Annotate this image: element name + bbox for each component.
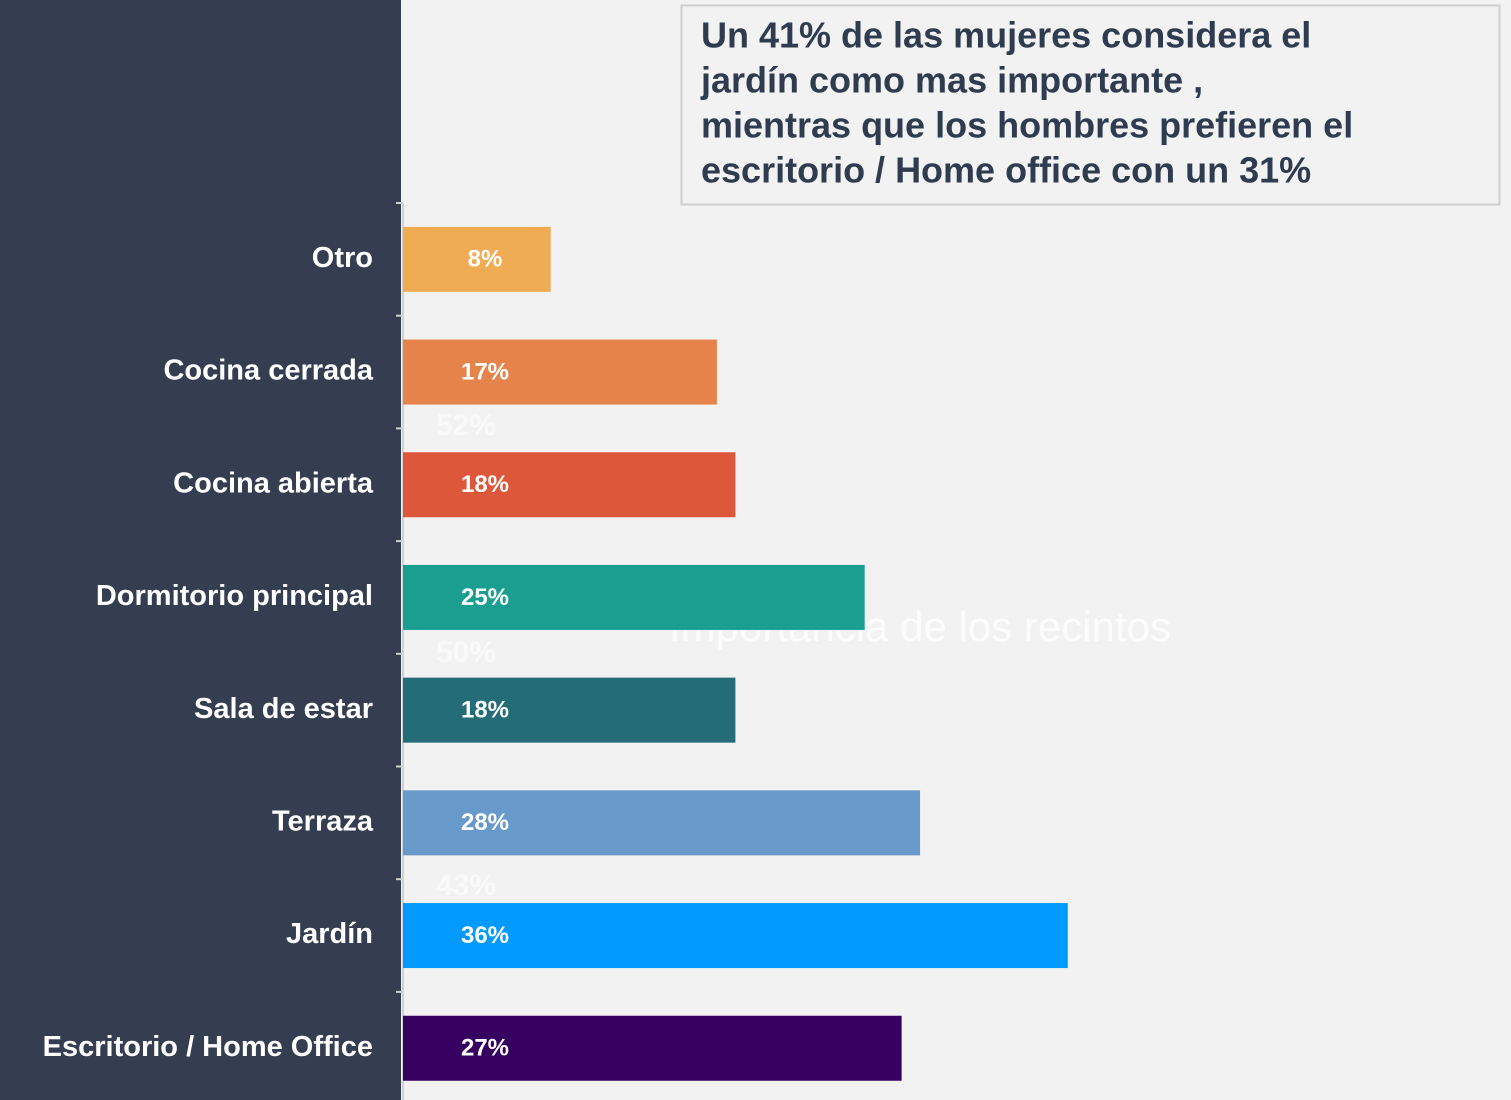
headline-line: jardín como mas importante , [700,60,1203,101]
bar [403,452,736,518]
headline-line: Un 41% de las mujeres considera el [701,15,1311,56]
category-label: Escritorio / Home Office [43,1031,373,1063]
value-label: 25% [461,584,509,611]
annotation: 50% [436,636,496,669]
headline-line: mientras que los hombres prefieren el [701,105,1353,146]
category-label: Sala de estar [194,693,373,725]
annotation: 43% [436,869,496,902]
value-label: 8% [468,246,503,273]
value-label: 17% [461,358,509,385]
bar [403,677,736,743]
category-label: Cocina cerrada [163,355,373,387]
annotation: 52% [436,409,496,442]
side-panel [0,0,401,1100]
bar [403,1015,902,1081]
category-label: Dormitorio principal [96,580,373,612]
bar [403,564,865,630]
value-label: 18% [461,696,509,723]
bar [403,790,921,856]
bar [403,903,1068,969]
value-label: 28% [461,809,509,836]
category-label: Jardín [286,918,373,950]
category-label: Cocina abierta [173,467,374,499]
category-label: Terraza [272,806,374,838]
headline-box [680,4,1501,206]
value-label: 27% [461,1035,509,1062]
value-label: 18% [461,471,509,498]
value-label: 36% [461,922,509,949]
category-label: Otro [312,242,373,274]
bar [403,226,551,292]
headline-line: escritorio / Home office con un 31% [701,150,1311,191]
bar [403,339,717,405]
